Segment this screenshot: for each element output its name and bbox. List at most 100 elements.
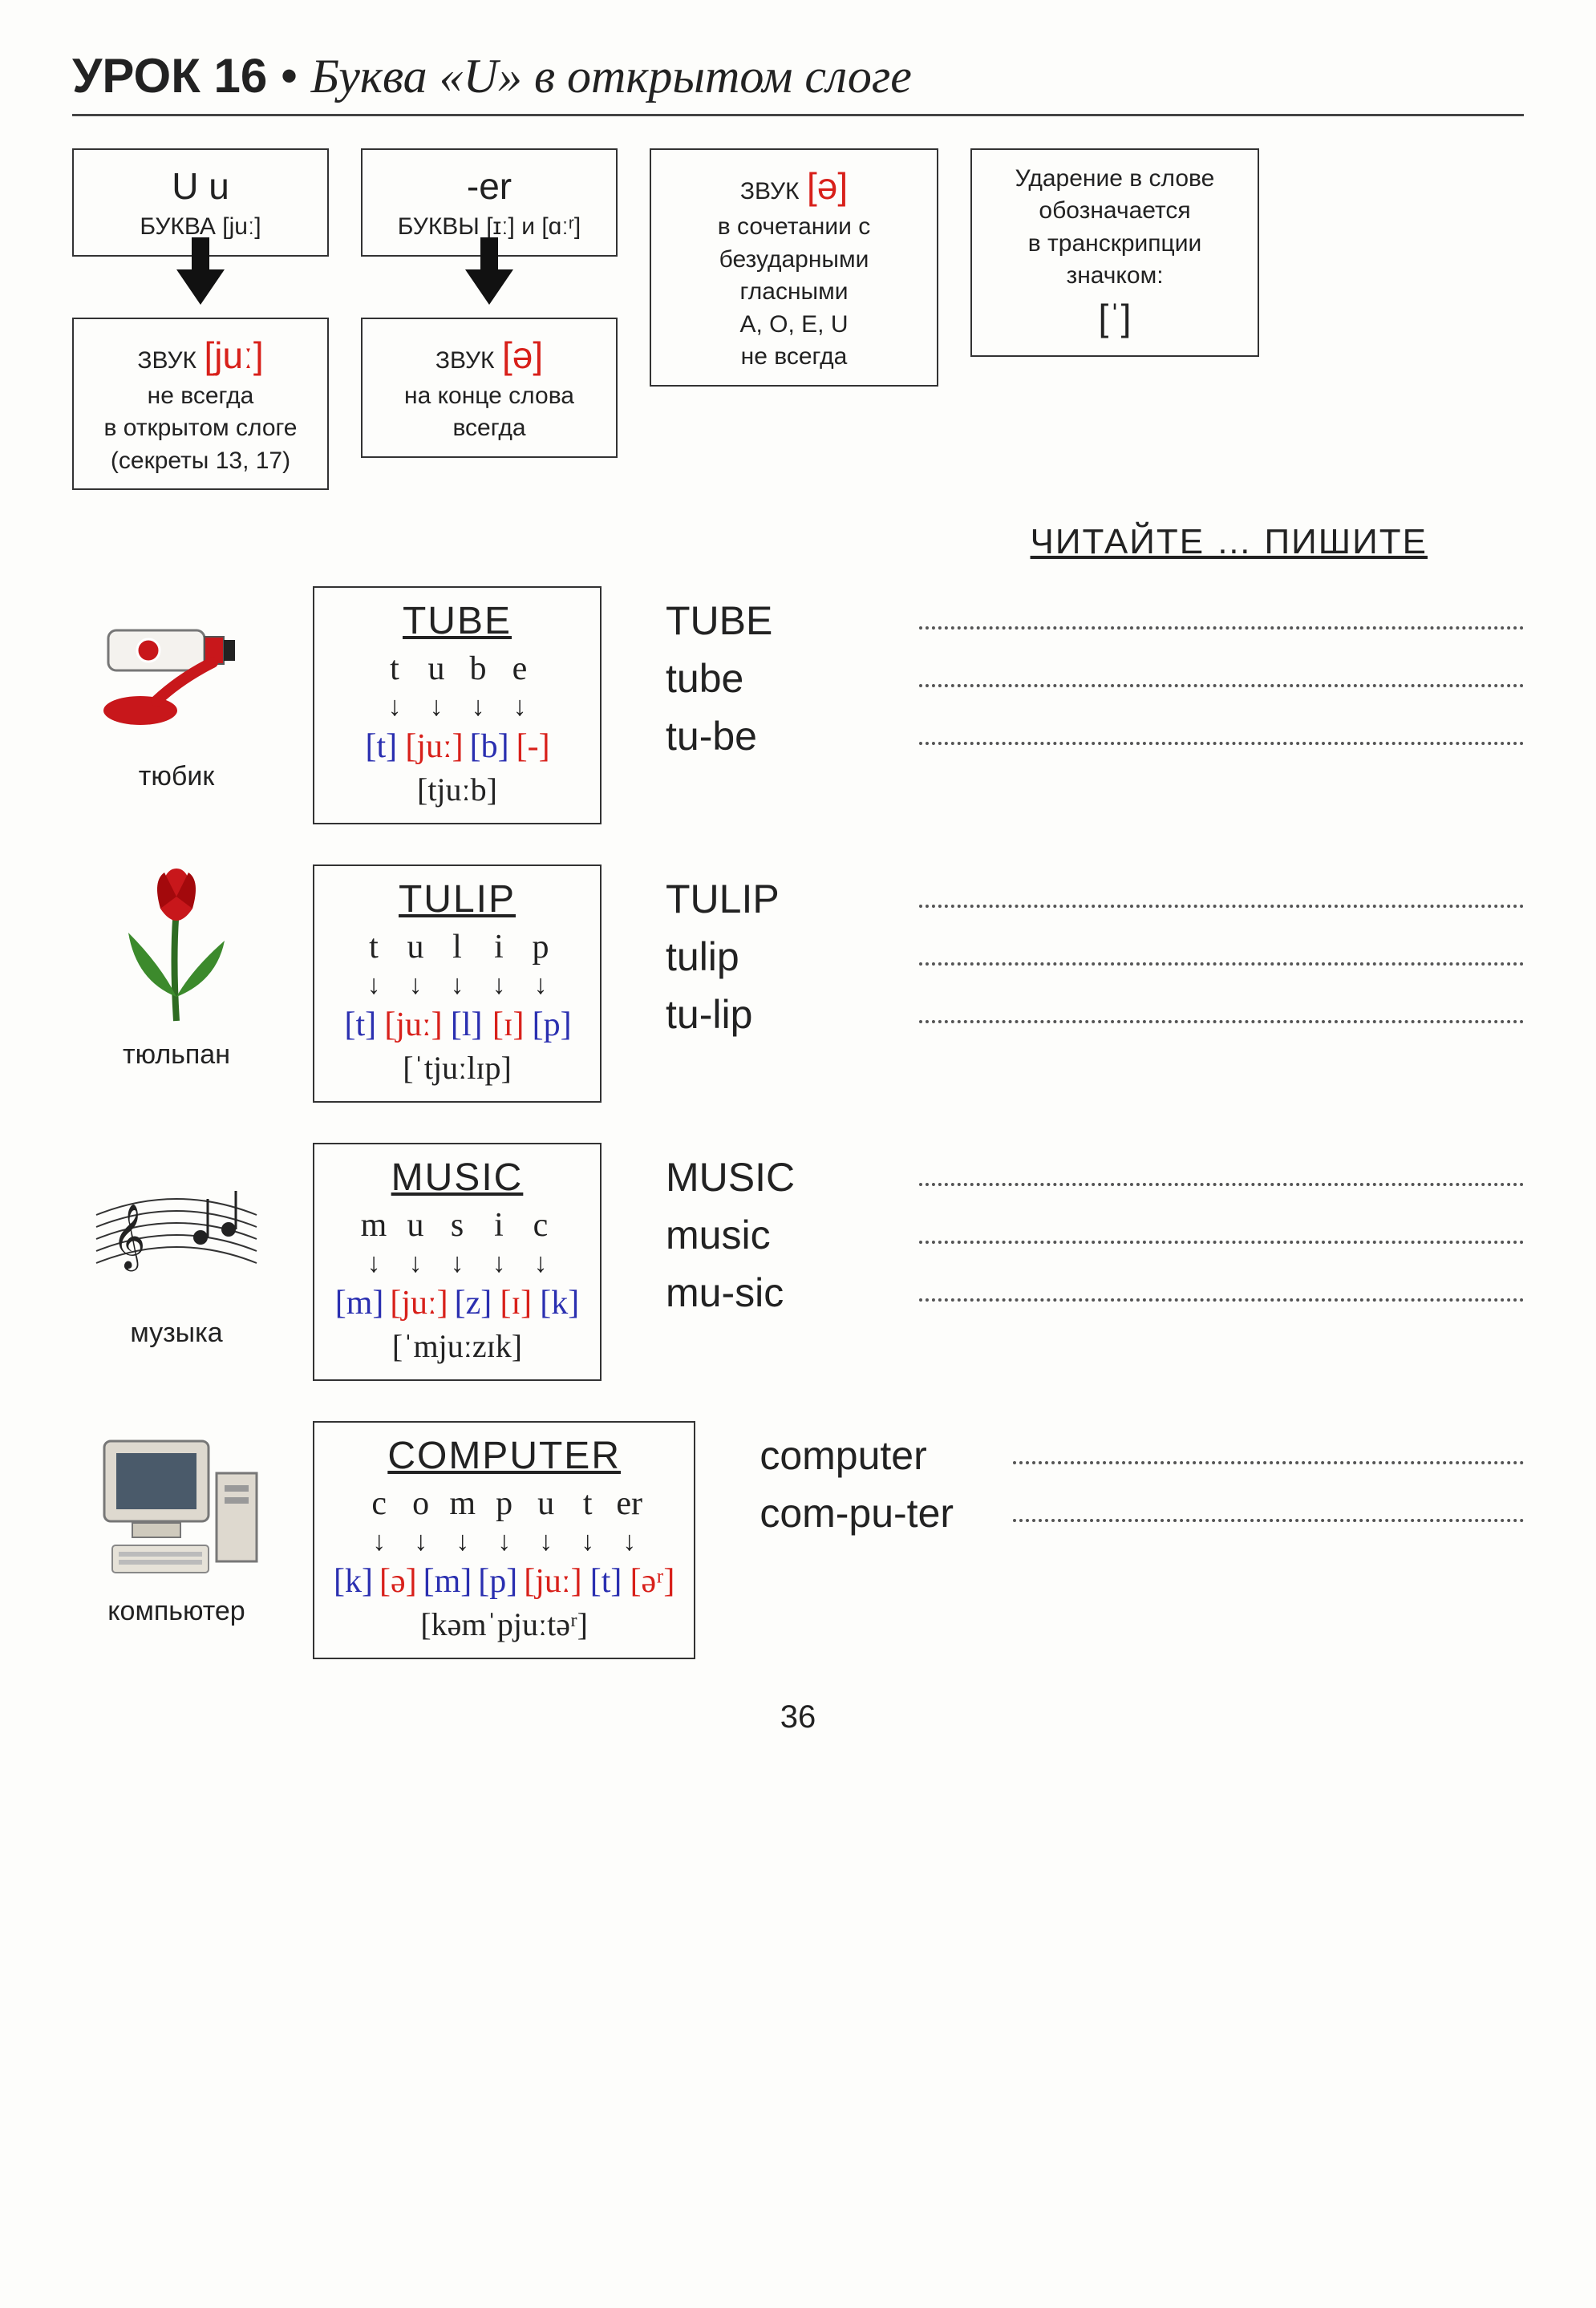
write-blank[interactable]: [919, 1237, 1524, 1244]
phoneme: [ɪ]: [498, 1284, 533, 1322]
title-rule: [72, 114, 1524, 116]
letters-row: tube: [334, 650, 581, 688]
ipa: [tjuːb]: [334, 771, 581, 808]
arrow-down-icon: ↓: [523, 970, 558, 1001]
letters-row: tulip: [334, 928, 581, 966]
write-line: tube: [666, 655, 1524, 702]
phoneme: [k]: [334, 1562, 373, 1601]
er-line1: -er: [380, 161, 598, 211]
transcription-box-tulip: TULIP tulip ↓↓↓↓↓ [t] [juː] [l] [ɪ] [p] …: [313, 864, 602, 1103]
arrow-down-icon: ↓: [481, 1248, 516, 1279]
phoneme: [k]: [540, 1284, 579, 1322]
letter: p: [487, 1484, 522, 1523]
letter: c: [523, 1206, 558, 1245]
write-col-tube: TUBEtubetu-be: [634, 586, 1524, 771]
arrow-down-icon: ↓: [362, 1526, 397, 1557]
sw-l2: на конце слова: [380, 380, 598, 413]
picture-tulip: тюльпан: [72, 864, 281, 1071]
uu-line1: U u: [91, 161, 310, 211]
write-blank[interactable]: [919, 1295, 1524, 1302]
write-line: tu-lip: [666, 991, 1524, 1038]
write-line: music: [666, 1212, 1524, 1258]
write-blank[interactable]: [919, 681, 1524, 687]
write-col-computer: computer com-pu-ter: [727, 1421, 1524, 1548]
letters-row: computer: [334, 1484, 674, 1523]
er-l2c: [ɑːʳ]: [541, 213, 581, 240]
phoneme: [p]: [533, 1006, 572, 1044]
write-blank[interactable]: [1013, 1458, 1524, 1464]
box-schwa: ЗВУК [ə] на конце слова всегда: [361, 318, 618, 458]
phoneme: [juː]: [390, 1284, 448, 1322]
phoneme: [m]: [335, 1284, 384, 1322]
tulip-icon: [84, 864, 269, 1033]
arrow-down-icon: ↓: [356, 970, 391, 1001]
svg-text:𝄞: 𝄞: [112, 1205, 145, 1271]
caption-tube: тюбик: [72, 761, 281, 792]
word-row-tube: тюбик TUBE tube ↓↓↓↓ [t] [juː] [b] [-] […: [72, 586, 1524, 824]
ju-l1a: ЗВУК: [137, 347, 196, 374]
caption-computer: компьютер: [72, 1596, 281, 1627]
cb-l3: безударными: [669, 244, 919, 277]
arrow-down-icon: ↓: [440, 1248, 475, 1279]
st-l3: в транскрипции: [990, 228, 1240, 261]
transcription-box-music: MUSIC music ↓↓↓↓↓ [m] [juː] [z] [ɪ] [k] …: [313, 1143, 602, 1381]
sw-l1a: ЗВУК: [435, 347, 495, 374]
arrow-down-icon: ↓: [529, 1526, 564, 1557]
section-heading: ЧИТАЙТЕ … ПИШИТЕ: [72, 522, 1428, 562]
title-bold: УРОК 16: [72, 49, 267, 103]
write-blank[interactable]: [919, 1017, 1524, 1023]
st-l1: Ударение в слове: [990, 163, 1240, 196]
arrows-row: ↓↓↓↓↓: [334, 970, 581, 1001]
write-blank[interactable]: [919, 901, 1524, 908]
letter: u: [529, 1484, 564, 1523]
er-l2b: и: [521, 213, 535, 240]
page-title: УРОК 16 • Буква «U» в открытом слоге: [72, 48, 1524, 104]
write-blank[interactable]: [919, 959, 1524, 966]
sounds-row: [m] [juː] [z] [ɪ] [k]: [334, 1284, 581, 1322]
sounds-row: [t] [juː] [b] [-]: [334, 727, 581, 766]
write-line: com-pu-ter: [760, 1490, 1524, 1537]
cb-l4: гласными: [669, 276, 919, 309]
letter: b: [460, 650, 496, 688]
phoneme: [t]: [363, 727, 399, 766]
st-l2: обозначается: [990, 195, 1240, 228]
arrow-down-icon: ↓: [445, 1526, 480, 1557]
box-ju: ЗВУК [juː] не всегда в открытом слоге (с…: [72, 318, 329, 491]
picture-music: 𝄞 музыка: [72, 1143, 281, 1349]
write-blank[interactable]: [1013, 1516, 1524, 1522]
ipa: [kəmˈpjuːtəʳ]: [334, 1605, 674, 1643]
write-blank[interactable]: [919, 739, 1524, 745]
arrow-down-icon: ↓: [398, 1248, 433, 1279]
cb-l2: в сочетании с: [669, 211, 919, 244]
write-line: TUBE: [666, 597, 1524, 644]
write-blank[interactable]: [919, 623, 1524, 630]
sw-l1b: [ə]: [502, 334, 543, 376]
arrow-down-icon: ↓: [612, 1526, 647, 1557]
word-title: COMPUTER: [334, 1434, 674, 1478]
sw-l3: всегда: [380, 412, 598, 445]
arrow-down-icon: ↓: [481, 970, 516, 1001]
phoneme: [əʳ]: [630, 1562, 675, 1601]
phoneme: [p]: [478, 1562, 517, 1601]
ju-l4: (секреты 13, 17): [91, 445, 310, 478]
arrow-down-icon: ↓: [570, 1526, 606, 1557]
arrow-down-icon: ↓: [419, 691, 454, 723]
arrow-down-icon: ↓: [460, 691, 496, 723]
page-number: 36: [72, 1699, 1524, 1735]
write-line: tulip: [666, 933, 1524, 980]
arrows-row: ↓↓↓↓↓↓↓: [334, 1526, 674, 1557]
letter: er: [612, 1484, 647, 1523]
write-word: music: [666, 1212, 906, 1258]
letter: t: [377, 650, 412, 688]
write-word: TUBE: [666, 597, 906, 644]
cb-l6: не всегда: [669, 341, 919, 374]
arrow-down-icon: ↓: [487, 1526, 522, 1557]
letter: i: [481, 928, 516, 966]
cb-l5: A, O, E, U: [669, 309, 919, 342]
write-blank[interactable]: [919, 1180, 1524, 1186]
st-l4: значком:: [990, 260, 1240, 293]
box-combo: ЗВУК [ə] в сочетании с безударными гласн…: [650, 148, 938, 387]
title-bullet: •: [281, 49, 298, 103]
write-line: computer: [760, 1432, 1524, 1479]
letter: l: [440, 928, 475, 966]
